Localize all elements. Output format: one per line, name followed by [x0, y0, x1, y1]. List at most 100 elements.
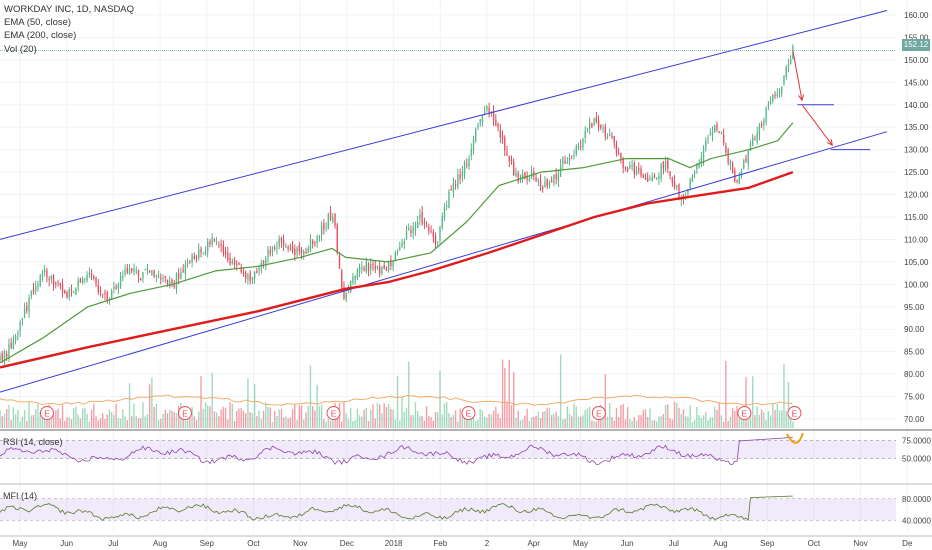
candle-body [767, 104, 770, 106]
volume-bar [200, 376, 202, 428]
candle-body [95, 277, 97, 285]
volume-bar [725, 361, 727, 428]
volume-bar [524, 415, 526, 428]
volume-bar [486, 417, 488, 428]
volume-bar [236, 410, 238, 428]
volume-bar [68, 417, 70, 428]
candle-body [446, 205, 448, 207]
volume-bar [752, 376, 754, 428]
candle-body [84, 278, 86, 280]
volume-bar [249, 412, 251, 428]
candle-body [568, 157, 571, 161]
volume-bar [655, 421, 658, 428]
candle-body [542, 187, 544, 190]
volume-bar [778, 410, 781, 428]
earnings-marker [737, 406, 752, 420]
volume-bar [443, 403, 446, 428]
candle-body [555, 174, 557, 179]
volume-bar [399, 420, 401, 428]
candle-body [383, 265, 385, 269]
candle-body [55, 283, 57, 284]
volume-bar [405, 407, 408, 428]
candle-body [483, 111, 486, 114]
candle-body [725, 145, 727, 153]
earnings-marker [326, 406, 341, 420]
candle-body [211, 237, 213, 245]
candle-body [405, 231, 408, 240]
candle-body [320, 225, 323, 235]
volume-bar [224, 407, 227, 428]
candle-body [106, 291, 108, 302]
volume-bar [356, 408, 359, 428]
volume-bar [475, 421, 477, 428]
y-tick-label: 155.00 [904, 33, 929, 42]
volume-bar [269, 407, 271, 428]
volume-bar [265, 402, 267, 428]
volume-bar [294, 404, 296, 428]
candle-body [396, 251, 399, 253]
volume-bar [325, 421, 327, 428]
candle-body [564, 161, 566, 164]
volume-bar [689, 405, 691, 428]
candle-body [539, 180, 542, 188]
volume-bar [575, 406, 577, 428]
volume-bar [274, 410, 276, 428]
volume-bar [615, 408, 618, 428]
candle-body [597, 120, 600, 128]
candle-body [173, 284, 175, 287]
volume-bar [43, 415, 46, 428]
candle-body [153, 270, 155, 277]
volume-bar [542, 411, 544, 428]
volume-bar [526, 408, 528, 428]
volume-bar [729, 416, 732, 428]
candle-body [209, 241, 211, 245]
candle-body [1, 353, 3, 361]
volume-bar [553, 413, 555, 428]
candle-body [738, 176, 740, 184]
volume-bar [687, 416, 689, 428]
candle-body [550, 180, 553, 182]
candle-body [247, 275, 249, 280]
candle-body [276, 246, 278, 249]
volume-bar [432, 420, 434, 428]
candle-body [90, 273, 93, 276]
candle-body [622, 158, 624, 168]
mfi-label: MFI (14) [3, 491, 38, 501]
volume-bar [617, 417, 620, 428]
candle-body [479, 119, 481, 124]
candle-body [3, 351, 6, 363]
candle-body [499, 129, 502, 138]
volume-bar [381, 413, 383, 428]
volume-bar [787, 381, 790, 428]
candle-body [582, 138, 584, 148]
candle-body [70, 289, 73, 292]
candle-body [329, 211, 332, 221]
candle-body [763, 120, 765, 125]
earnings-marker-label: E [792, 409, 798, 419]
earnings-marker [177, 406, 192, 420]
volume-bar [146, 414, 149, 428]
volume-bar [446, 402, 448, 428]
candle-body [401, 242, 403, 248]
volume-bar [394, 419, 397, 428]
volume-bar [318, 406, 321, 428]
legend-ema50: EMA (50, close) [4, 17, 72, 29]
volume-bar [343, 402, 345, 428]
candle-body [425, 225, 428, 228]
x-tick-label: Nov [293, 539, 307, 548]
candle-body [385, 267, 388, 272]
candle-body [787, 64, 790, 67]
candle-body [667, 159, 669, 169]
candle-body [575, 146, 577, 155]
candle-body [673, 181, 676, 188]
volume-bar [390, 408, 392, 428]
candle-body [660, 164, 662, 179]
candle-body [461, 171, 464, 177]
volume-bar [425, 405, 428, 428]
volume-bar [434, 411, 437, 428]
volume-bar [557, 415, 560, 428]
last-price-badge: 152.12 [902, 39, 930, 51]
y-tick-label: 95.00 [904, 303, 925, 312]
